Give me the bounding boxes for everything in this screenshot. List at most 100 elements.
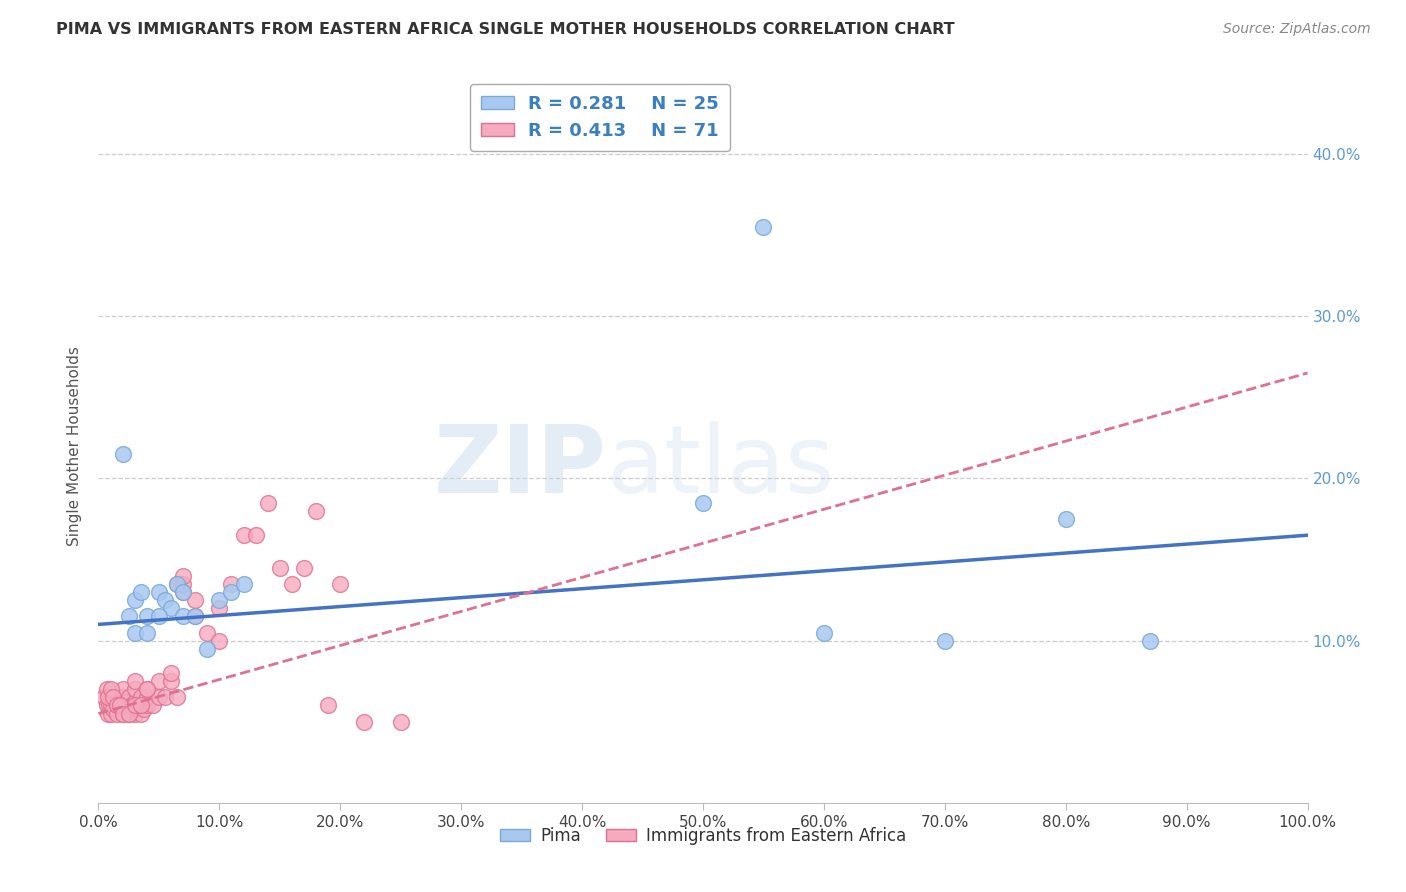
Point <box>129 706 152 721</box>
Point <box>129 585 152 599</box>
Point <box>160 674 183 689</box>
Point <box>1139 633 1161 648</box>
Point <box>111 690 134 705</box>
Point <box>100 698 122 713</box>
Point <box>124 625 146 640</box>
Text: Source: ZipAtlas.com: Source: ZipAtlas.com <box>1223 22 1371 37</box>
Point <box>353 714 375 729</box>
Y-axis label: Single Mother Households: Single Mother Households <box>67 346 83 546</box>
Point <box>153 593 176 607</box>
Point <box>111 706 134 721</box>
Point <box>221 585 243 599</box>
Point <box>256 496 278 510</box>
Point <box>135 609 157 624</box>
Point <box>129 690 152 705</box>
Point <box>813 625 835 640</box>
Point <box>934 633 956 648</box>
Point <box>148 674 170 689</box>
Point <box>124 682 146 697</box>
Point <box>105 698 128 713</box>
Point <box>166 577 188 591</box>
Point <box>118 690 141 705</box>
Point <box>96 698 118 713</box>
Point <box>135 682 157 697</box>
Point <box>316 698 339 713</box>
Point <box>232 528 254 542</box>
Point <box>111 682 134 697</box>
Point <box>105 690 128 705</box>
Point <box>135 682 157 697</box>
Point <box>118 706 141 721</box>
Point <box>118 706 141 721</box>
Point <box>100 682 122 697</box>
Point <box>1054 512 1077 526</box>
Point <box>184 593 207 607</box>
Point <box>96 682 118 697</box>
Point <box>135 698 157 713</box>
Point <box>148 585 170 599</box>
Text: atlas: atlas <box>606 421 835 514</box>
Point <box>124 706 146 721</box>
Point <box>184 609 207 624</box>
Point <box>124 695 146 709</box>
Point <box>752 220 775 235</box>
Point <box>184 609 207 624</box>
Point <box>692 496 714 510</box>
Point <box>172 609 194 624</box>
Point <box>105 706 128 721</box>
Point <box>389 714 412 729</box>
Point <box>148 690 170 705</box>
Point <box>153 690 176 705</box>
Point <box>221 577 243 591</box>
Point <box>166 690 188 705</box>
Point <box>208 633 231 648</box>
Text: PIMA VS IMMIGRANTS FROM EASTERN AFRICA SINGLE MOTHER HOUSEHOLDS CORRELATION CHAR: PIMA VS IMMIGRANTS FROM EASTERN AFRICA S… <box>56 22 955 37</box>
Point <box>124 702 146 716</box>
Point <box>160 601 183 615</box>
Point <box>93 690 115 705</box>
Point <box>135 690 157 705</box>
Point <box>208 593 231 607</box>
Point <box>281 577 304 591</box>
Point <box>172 585 194 599</box>
Point <box>101 690 124 705</box>
Point <box>97 690 120 705</box>
Point <box>208 601 231 615</box>
Point <box>148 609 170 624</box>
Point <box>114 695 136 709</box>
Point <box>111 447 134 461</box>
Point <box>121 698 143 713</box>
Point <box>292 560 315 574</box>
Point <box>172 568 194 582</box>
Point <box>124 698 146 713</box>
Point <box>105 698 128 713</box>
Point <box>195 641 218 656</box>
Point <box>100 706 122 721</box>
Point <box>129 698 152 713</box>
Point <box>100 690 122 705</box>
Point <box>172 577 194 591</box>
Point <box>101 702 124 716</box>
Point <box>129 698 152 713</box>
Point <box>108 698 131 713</box>
Point <box>97 706 120 721</box>
Point <box>269 560 291 574</box>
Point <box>166 577 188 591</box>
Legend: Pima, Immigrants from Eastern Africa: Pima, Immigrants from Eastern Africa <box>494 821 912 852</box>
Point <box>135 625 157 640</box>
Point <box>111 698 134 713</box>
Point <box>134 702 156 716</box>
Point <box>111 706 134 721</box>
Point <box>160 666 183 681</box>
Point <box>172 585 194 599</box>
Point <box>305 504 328 518</box>
Text: ZIP: ZIP <box>433 421 606 514</box>
Point <box>195 625 218 640</box>
Point <box>124 593 146 607</box>
Point <box>329 577 352 591</box>
Point <box>142 698 165 713</box>
Point <box>98 698 121 713</box>
Point <box>108 698 131 713</box>
Point <box>118 609 141 624</box>
Point <box>245 528 267 542</box>
